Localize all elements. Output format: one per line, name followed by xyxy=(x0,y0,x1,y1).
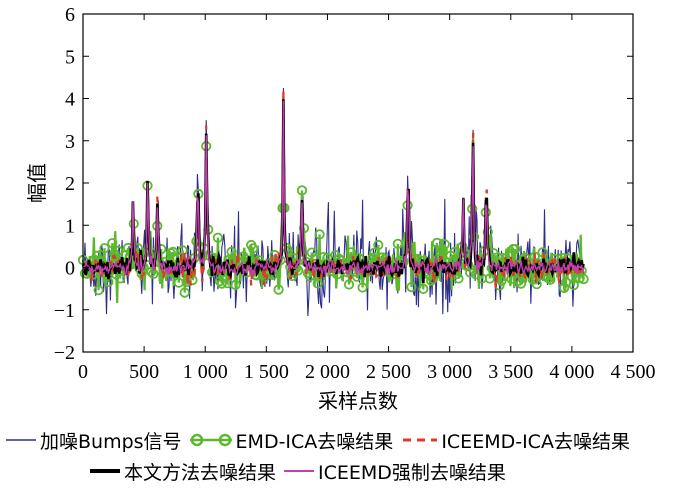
series-marker xyxy=(357,282,368,293)
y-tick-label: 1 xyxy=(65,215,75,237)
x-tick-label: 0 xyxy=(78,361,88,383)
x-tick-label: 2 500 xyxy=(366,361,411,383)
legend-label-emd-ica: EMD-ICA去噪结果 xyxy=(235,430,394,453)
series-marker xyxy=(179,287,190,298)
y-tick-label: 3 xyxy=(65,131,75,153)
legend-item-emd-ica: EMD-ICA去噪结果 xyxy=(188,427,394,454)
series-line-0 xyxy=(82,87,585,317)
series-marker xyxy=(273,284,284,295)
series-marker xyxy=(545,274,556,285)
series-marker xyxy=(314,229,325,240)
series-marker xyxy=(406,281,417,293)
series-marker xyxy=(449,246,460,258)
y-axis-title: 幅值 xyxy=(25,163,49,203)
series-marker xyxy=(230,279,241,290)
series-marker xyxy=(312,278,323,289)
y-tick-label: 4 xyxy=(65,89,75,111)
series-marker xyxy=(558,282,570,293)
series-marker xyxy=(107,238,118,249)
series-marker xyxy=(216,278,227,289)
series-marker xyxy=(484,273,495,284)
legend-label-iceemd-forced: ICEEMD强制去噪结果 xyxy=(318,461,506,484)
plot-frame xyxy=(82,13,634,353)
x-tick-label: 3 000 xyxy=(427,361,472,383)
series-marker xyxy=(510,244,521,255)
series-marker xyxy=(578,273,589,285)
y-tick-label: 2 xyxy=(65,173,75,195)
legend-row-1: 加噪Bumps信号 EMD-ICA去噪结果 ICEEMD-ICA去噪结果 xyxy=(4,427,636,453)
series-marker xyxy=(418,283,429,294)
series-group xyxy=(77,87,589,317)
series-marker xyxy=(165,248,177,259)
series-marker xyxy=(283,245,294,256)
series-marker xyxy=(99,243,110,254)
series-marker xyxy=(212,232,223,243)
legend-label-proposed: 本文方法去噪结果 xyxy=(124,461,277,484)
series-marker xyxy=(146,266,157,277)
x-tick-label: 2 000 xyxy=(305,361,350,383)
series-marker xyxy=(537,247,548,258)
x-tick-label: 1 000 xyxy=(183,361,228,383)
y-tick-label: 6 xyxy=(65,4,75,26)
series-marker xyxy=(93,285,104,296)
series-marker xyxy=(543,272,554,284)
legend-swatch-iceemd-forced xyxy=(284,470,315,472)
x-tick-label: 3 500 xyxy=(488,361,533,383)
series-marker xyxy=(439,239,450,250)
series-marker xyxy=(437,245,448,256)
series-marker xyxy=(238,251,249,262)
y-tick-label: 0 xyxy=(65,258,75,280)
legend-item-noisy: 加噪Bumps信号 xyxy=(4,427,182,454)
legend-item-iceemd-ica: ICEEMD-ICA去噪结果 xyxy=(399,427,630,454)
series-line-4 xyxy=(82,100,585,277)
series-marker xyxy=(248,243,259,254)
y-tick-label: −2 xyxy=(54,342,75,364)
series-marker xyxy=(568,280,579,291)
x-tick-label: 4 500 xyxy=(611,361,656,383)
series-marker xyxy=(465,267,476,278)
series-marker xyxy=(453,273,464,284)
y-tick-label: −1 xyxy=(54,300,75,322)
y-tick-label: 5 xyxy=(65,46,75,68)
tick-group: 0 500 1 000 1 500 2 000 2 500 3 000 3 500 4 000 4… xyxy=(54,4,656,383)
series-marker xyxy=(115,273,126,284)
legend-swatch-proposed xyxy=(90,469,120,473)
legend-label-iceemd-ica: ICEEMD-ICA去噪结果 xyxy=(441,430,630,453)
legend-item-iceemd-forced: ICEEMD强制去噪结果 xyxy=(282,458,506,485)
x-axis-title: 采样点数 xyxy=(318,389,398,413)
legend-swatch-noisy xyxy=(6,439,36,441)
series-marker xyxy=(298,223,310,234)
series-marker xyxy=(167,246,179,257)
legend-swatch-iceemd-ica xyxy=(403,438,438,442)
chart-plot: 0 500 1 000 1 500 2 000 2 500 3 000 3 500 4 000 4… xyxy=(25,4,656,413)
x-tick-label: 1 500 xyxy=(244,361,289,383)
series-marker xyxy=(369,247,380,258)
series-marker xyxy=(367,252,378,264)
legend-swatch-emd-ica xyxy=(189,433,232,447)
legend-row-2: 本文方法去噪结果 ICEEMD强制去噪结果 xyxy=(88,458,512,484)
legend-label-noisy: 加噪Bumps信号 xyxy=(40,430,182,453)
series-marker xyxy=(113,245,124,256)
legend-item-proposed: 本文方法去噪结果 xyxy=(88,458,276,485)
series-marker xyxy=(343,279,355,290)
x-tick-label: 500 xyxy=(129,361,159,383)
series-marker xyxy=(296,185,308,196)
series-marker xyxy=(373,239,384,251)
x-tick-label: 4 000 xyxy=(549,361,594,383)
